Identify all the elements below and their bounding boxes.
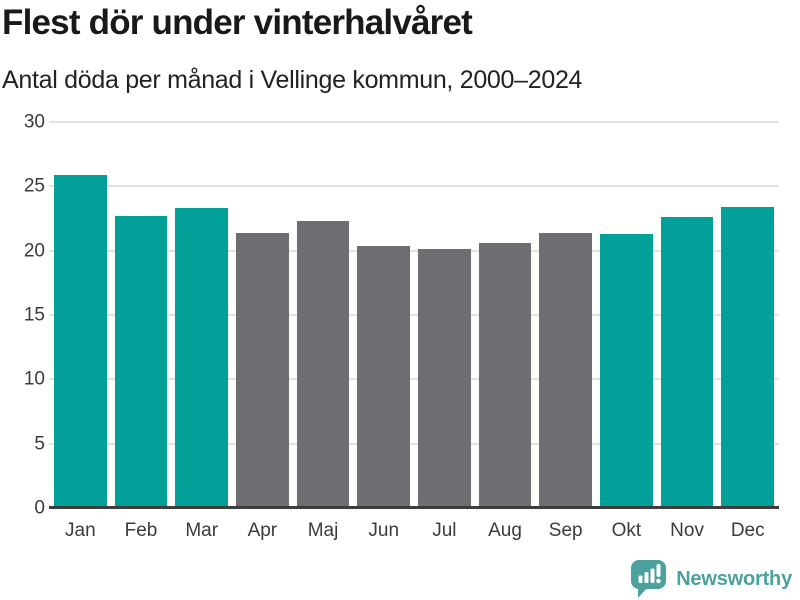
- x-tick-label-jan: Jan: [65, 520, 96, 541]
- x-tick-label-okt: Okt: [611, 520, 642, 541]
- bar-sep: [539, 232, 593, 508]
- y-tick-label-30: 30: [23, 111, 45, 133]
- bar-jun: [357, 245, 411, 508]
- x-tick-label-jul: Jul: [432, 520, 457, 541]
- y-tick-label-20: 20: [23, 240, 45, 262]
- x-tick-label-dec: Dec: [730, 520, 765, 541]
- bar-mar: [175, 208, 229, 508]
- brand-name: Newsworthy: [676, 568, 792, 590]
- newsworthy-logo-icon: [631, 560, 667, 598]
- bar-series: [49, 122, 779, 508]
- x-tick-label-feb: Feb: [124, 520, 158, 541]
- y-axis-labels: 0 5 10 15 20 25 30: [0, 113, 45, 518]
- bar-okt: [600, 233, 653, 508]
- gridline-15: [49, 314, 779, 316]
- bar-maj: [296, 221, 350, 508]
- chart-subtitle: Antal döda per månad i Vellinge kommun, …: [2, 66, 583, 94]
- gridline-20: [49, 249, 779, 252]
- bar-dec: [721, 206, 775, 508]
- bar-jul: [418, 249, 471, 508]
- x-tick-label-jun: Jun: [368, 520, 400, 541]
- bar-jan: [54, 174, 107, 508]
- bar-aug: [478, 242, 532, 508]
- bar-apr: [236, 232, 289, 508]
- y-tick-label-0: 0: [34, 497, 45, 519]
- x-tick-label-sep: Sep: [548, 520, 583, 541]
- gridline-25: [49, 185, 779, 188]
- gridline-30: [49, 121, 779, 123]
- gridline-10: [49, 378, 779, 381]
- y-tick-label-25: 25: [23, 175, 45, 197]
- x-tick-label-apr: Apr: [247, 520, 278, 541]
- x-tick-label-aug: Aug: [488, 520, 522, 541]
- brand-footer: Newsworthy: [630, 559, 792, 599]
- y-tick-label-10: 10: [23, 368, 45, 390]
- x-axis-labels: Jan Feb Mar Apr Maj Jun Jul Aug Sep Okt Nov Dec: [49, 519, 779, 543]
- chart-title: Flest dör under vinterhalvåret: [2, 3, 473, 42]
- y-tick-label-5: 5: [34, 433, 45, 455]
- x-axis-line: [49, 506, 779, 509]
- x-tick-label-nov: Nov: [670, 520, 704, 541]
- x-tick-label-maj: Maj: [307, 520, 339, 541]
- plot-area: [49, 121, 779, 509]
- bar-feb: [114, 215, 168, 508]
- x-tick-label-mar: Mar: [185, 520, 219, 541]
- y-tick-label-15: 15: [23, 304, 45, 326]
- bar-nov: [660, 217, 714, 508]
- gridline-5: [49, 442, 779, 445]
